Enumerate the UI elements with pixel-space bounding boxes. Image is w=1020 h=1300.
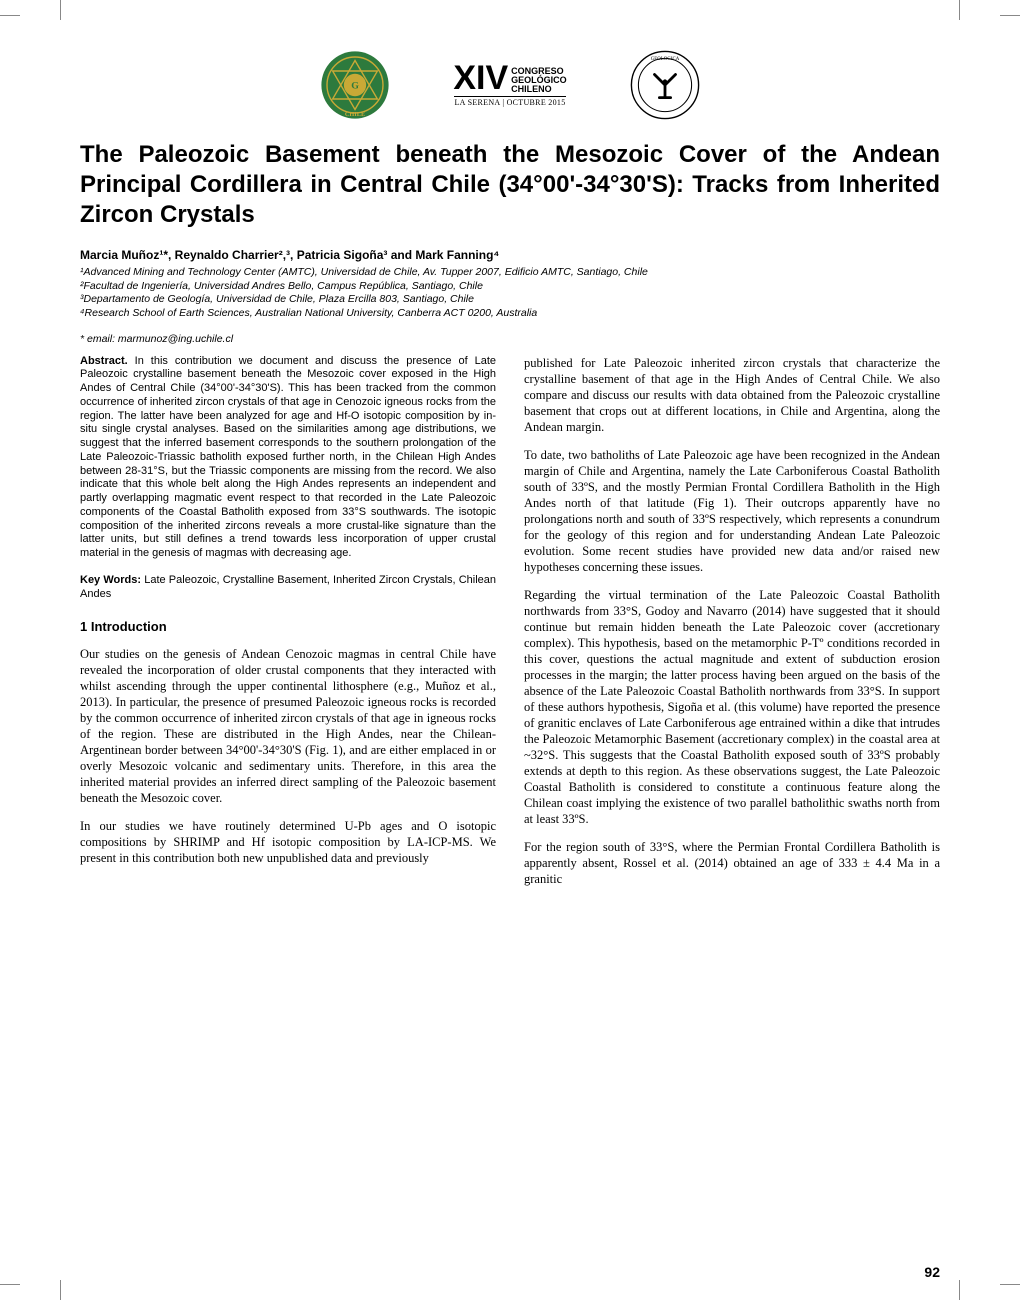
sociedad-geologica-logo: GEOLOGICA xyxy=(630,50,700,120)
keywords-text: Late Paleozoic, Crystalline Basement, In… xyxy=(80,574,496,600)
abstract-label: Abstract. xyxy=(80,355,128,367)
crop-mark xyxy=(0,15,20,16)
section-1-heading: 1 Introduction xyxy=(80,619,496,636)
crop-mark xyxy=(1000,1284,1020,1285)
header-logos: G CHILE XIV CONGRESO GEOLÓGICO CHILENO L… xyxy=(80,50,940,120)
affiliations: ¹Advanced Mining and Technology Center (… xyxy=(80,266,940,321)
left-column: Abstract. In this contribution we docume… xyxy=(80,355,496,887)
affiliation-3: ³Departamento de Geología, Universidad d… xyxy=(80,293,940,307)
corresponding-email: * email: marmunoz@ing.uchile.cl xyxy=(80,333,940,345)
keywords-label: Key Words: xyxy=(80,574,141,586)
abstract-block: Abstract. In this contribution we docume… xyxy=(80,355,496,561)
authors-line: Marcia Muñoz¹*, Reynaldo Charrier²,³, Pa… xyxy=(80,248,940,262)
svg-text:CHILE: CHILE xyxy=(345,111,365,118)
svg-text:G: G xyxy=(351,81,359,92)
affiliation-1: ¹Advanced Mining and Technology Center (… xyxy=(80,266,940,280)
page-number: 92 xyxy=(924,1264,940,1280)
crop-mark xyxy=(60,1280,61,1300)
colegio-geologos-logo: G CHILE xyxy=(320,50,390,120)
two-column-body: Abstract. In this contribution we docume… xyxy=(80,355,940,887)
intro-para-1: Our studies on the genesis of Andean Cen… xyxy=(80,646,496,806)
abstract-text: In this contribution we document and dis… xyxy=(80,355,496,560)
svg-text:GEOLOGICA: GEOLOGICA xyxy=(651,57,680,62)
crop-mark xyxy=(1000,15,1020,16)
congress-word-3: CHILENO xyxy=(511,85,567,94)
right-column: published for Late Paleozoic inherited z… xyxy=(524,355,940,887)
col2-para-3: Regarding the virtual termination of the… xyxy=(524,587,940,827)
col2-para-2: To date, two batholiths of Late Paleozoi… xyxy=(524,447,940,575)
congress-venue: LA SERENA | OCTUBRE 2015 xyxy=(454,96,565,107)
crop-mark xyxy=(959,1280,960,1300)
crop-mark xyxy=(0,1284,20,1285)
col2-para-4: For the region south of 33°S, where the … xyxy=(524,839,940,887)
crop-mark xyxy=(60,0,61,20)
crop-mark xyxy=(959,0,960,20)
paper-title: The Paleozoic Basement beneath the Mesoz… xyxy=(80,140,940,230)
affiliation-2: ²Facultad de Ingeniería, Universidad And… xyxy=(80,280,940,294)
intro-para-2: In our studies we have routinely determi… xyxy=(80,818,496,866)
col2-para-1: published for Late Paleozoic inherited z… xyxy=(524,355,940,435)
keywords-block: Key Words: Late Paleozoic, Crystalline B… xyxy=(80,573,496,601)
congress-logo: XIV CONGRESO GEOLÓGICO CHILENO LA SERENA… xyxy=(430,63,590,107)
congress-number: XIV xyxy=(453,63,508,94)
affiliation-4: ⁴Research School of Earth Sciences, Aust… xyxy=(80,307,940,321)
